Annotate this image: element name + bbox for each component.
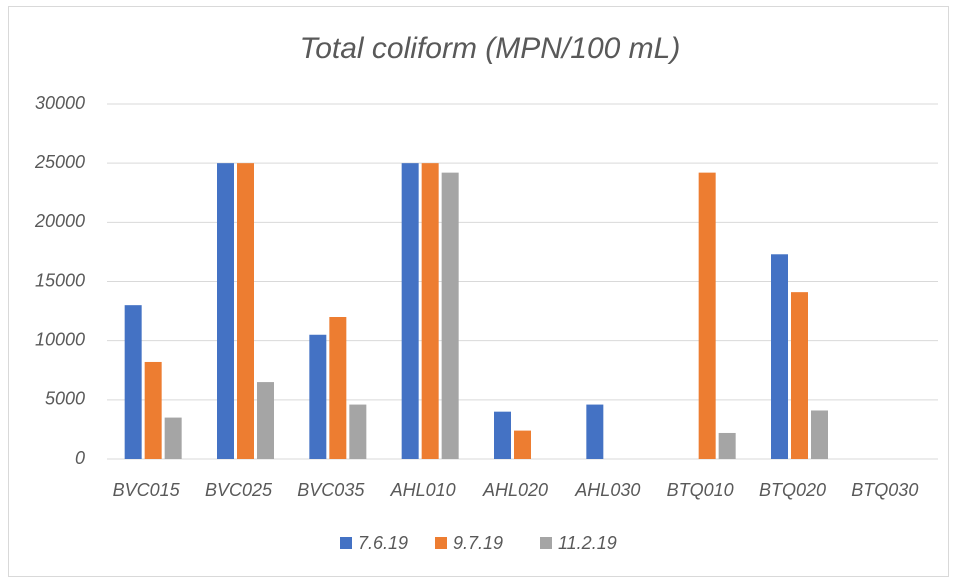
y-tick-label: 5000 (45, 389, 85, 409)
bar (257, 382, 274, 459)
y-tick-label: 10000 (35, 329, 85, 349)
bar (421, 163, 439, 459)
bar (791, 292, 808, 459)
bar (144, 361, 162, 459)
bar (237, 163, 254, 459)
bar (718, 432, 736, 459)
legend-swatch (435, 537, 447, 549)
x-tick-label: AHL020 (482, 480, 548, 500)
y-tick-label: 15000 (35, 270, 85, 290)
x-tick-label: BVC035 (297, 480, 365, 500)
bar (811, 410, 828, 459)
bar (698, 172, 716, 459)
legend-label: 7.6.19 (358, 533, 408, 553)
x-tick-label: BTQ030 (851, 480, 918, 500)
x-tick-label: AHL010 (390, 480, 456, 500)
y-tick-label: 20000 (34, 211, 85, 231)
bar (494, 411, 511, 459)
x-tick-label: BTQ010 (667, 480, 734, 500)
x-tick-label: BVC015 (113, 480, 181, 500)
chart-title: Total coliform (MPN/100 mL) (300, 32, 681, 65)
legend-label: 11.2.19 (558, 533, 617, 553)
legend-swatch (340, 537, 352, 549)
x-tick-label: AHL030 (574, 480, 640, 500)
bar (309, 334, 327, 459)
y-tick-label: 0 (75, 448, 85, 468)
bar (441, 172, 459, 459)
bar (586, 404, 604, 459)
bar (349, 404, 367, 459)
legend-swatch (540, 537, 552, 549)
bar (329, 317, 347, 459)
legend-label: 9.7.19 (453, 533, 503, 553)
x-tick-label: BVC025 (205, 480, 273, 500)
chart-border (8, 6, 949, 577)
bar (401, 163, 419, 459)
bar (164, 417, 182, 459)
bar (217, 163, 234, 459)
y-tick-label: 25000 (34, 152, 85, 172)
bar (124, 305, 142, 459)
bar (514, 430, 531, 459)
y-tick-label: 30000 (35, 93, 85, 113)
x-tick-label: BTQ020 (759, 480, 826, 500)
bar (771, 254, 788, 459)
